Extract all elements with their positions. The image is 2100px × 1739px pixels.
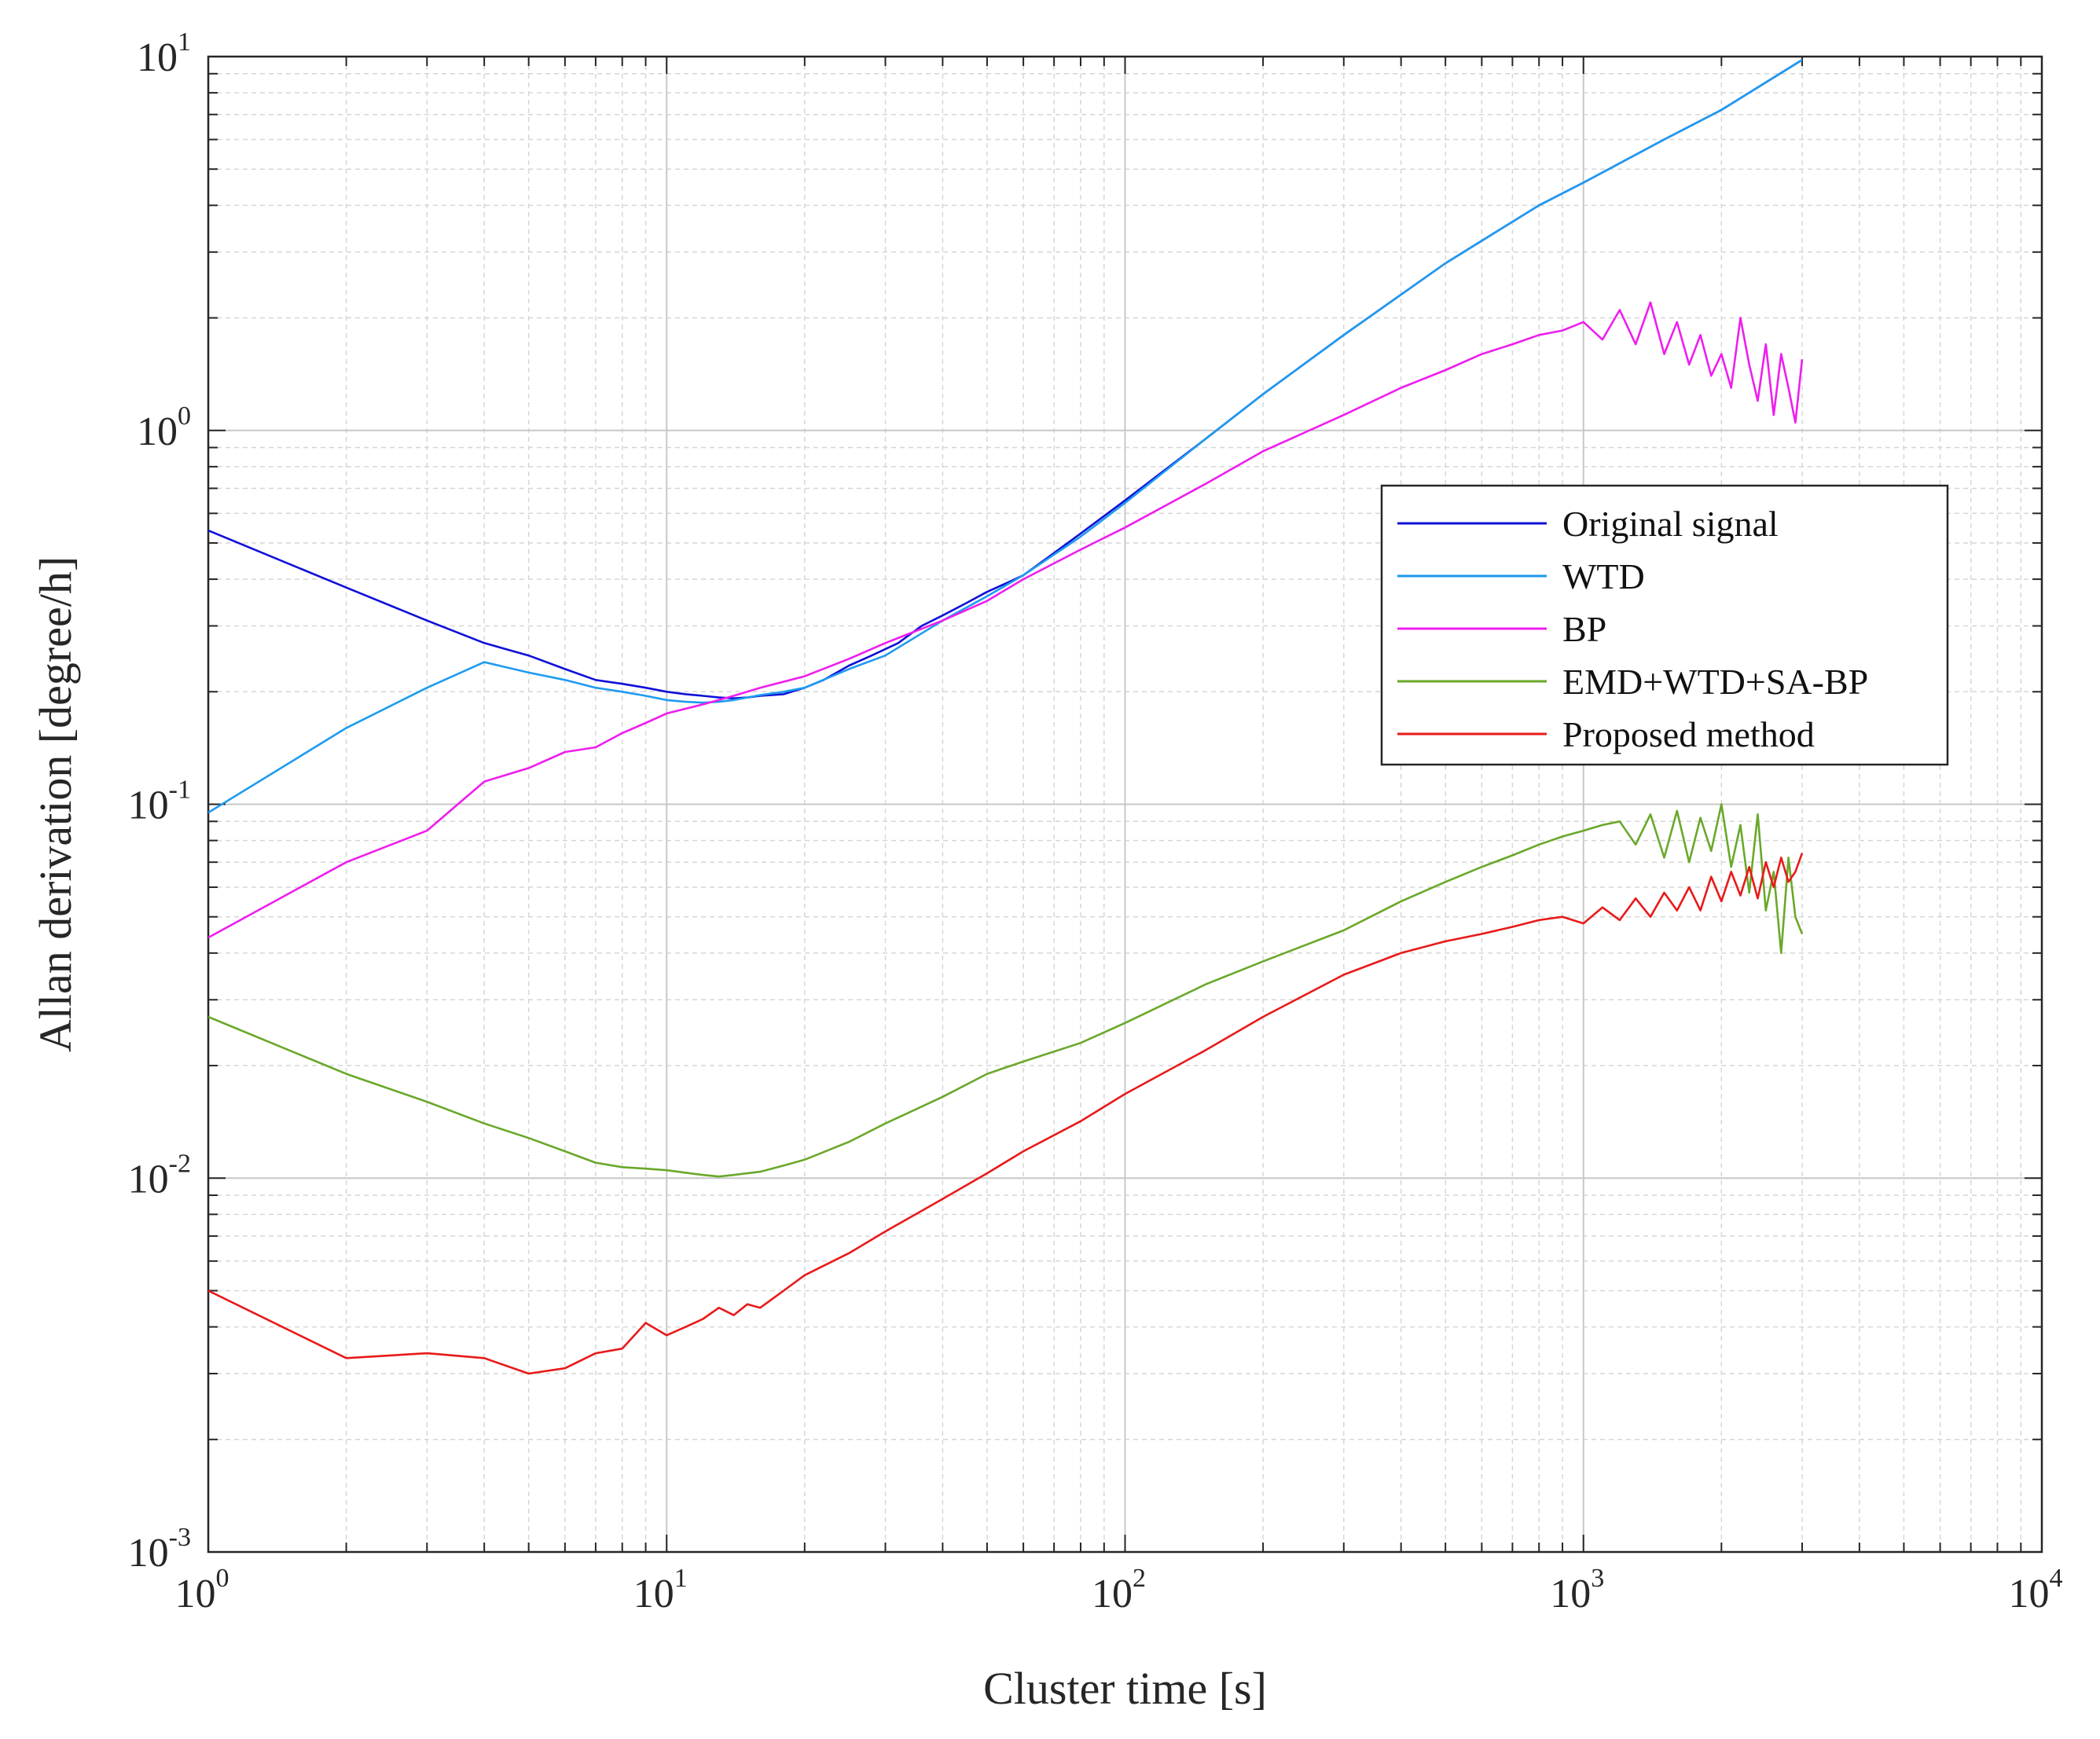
legend-label: Original signal — [1562, 504, 1779, 544]
legend-box — [1380, 484, 1949, 766]
y-tick-label: 100 — [137, 402, 191, 454]
legend-label: WTD — [1562, 556, 1645, 596]
x-axis-title: Cluster time [s] — [983, 1663, 1267, 1714]
y-tick-label: 10-2 — [128, 1149, 191, 1202]
tick-labels: 100 101 102 103 104 10-3 10-2 10-1 100 101 — [128, 28, 2063, 1616]
legend: Original signal WTD BP EMD+WTD+SA-BP Propose… — [1380, 484, 1949, 766]
y-tick-label: 10-1 — [128, 776, 191, 828]
legend-label: EMD+WTD+SA-BP — [1562, 662, 1868, 702]
x-tick-label: 101 — [633, 1564, 688, 1616]
grid — [208, 57, 2042, 1552]
y-tick-label: 101 — [137, 28, 191, 80]
y-axis-title: Allan derivation [degree/h] — [30, 556, 81, 1052]
axes-box — [207, 55, 2043, 1554]
legend-label: Proposed method — [1562, 714, 1815, 754]
series-line-emd-wtd-sa-bp — [207, 803, 1804, 1178]
x-tick-label: 100 — [175, 1564, 229, 1616]
x-tick-label: 102 — [1092, 1564, 1146, 1616]
x-tick-label: 104 — [2009, 1564, 2063, 1616]
series-line-proposed-method — [207, 853, 1804, 1375]
series-line-wtd — [207, 59, 1803, 814]
y-tick-label: 10-3 — [128, 1523, 191, 1576]
legend-label: BP — [1562, 609, 1606, 649]
series-group — [207, 59, 1804, 1375]
x-tick-label: 103 — [1550, 1564, 1604, 1616]
series-line-bp — [207, 301, 1804, 939]
